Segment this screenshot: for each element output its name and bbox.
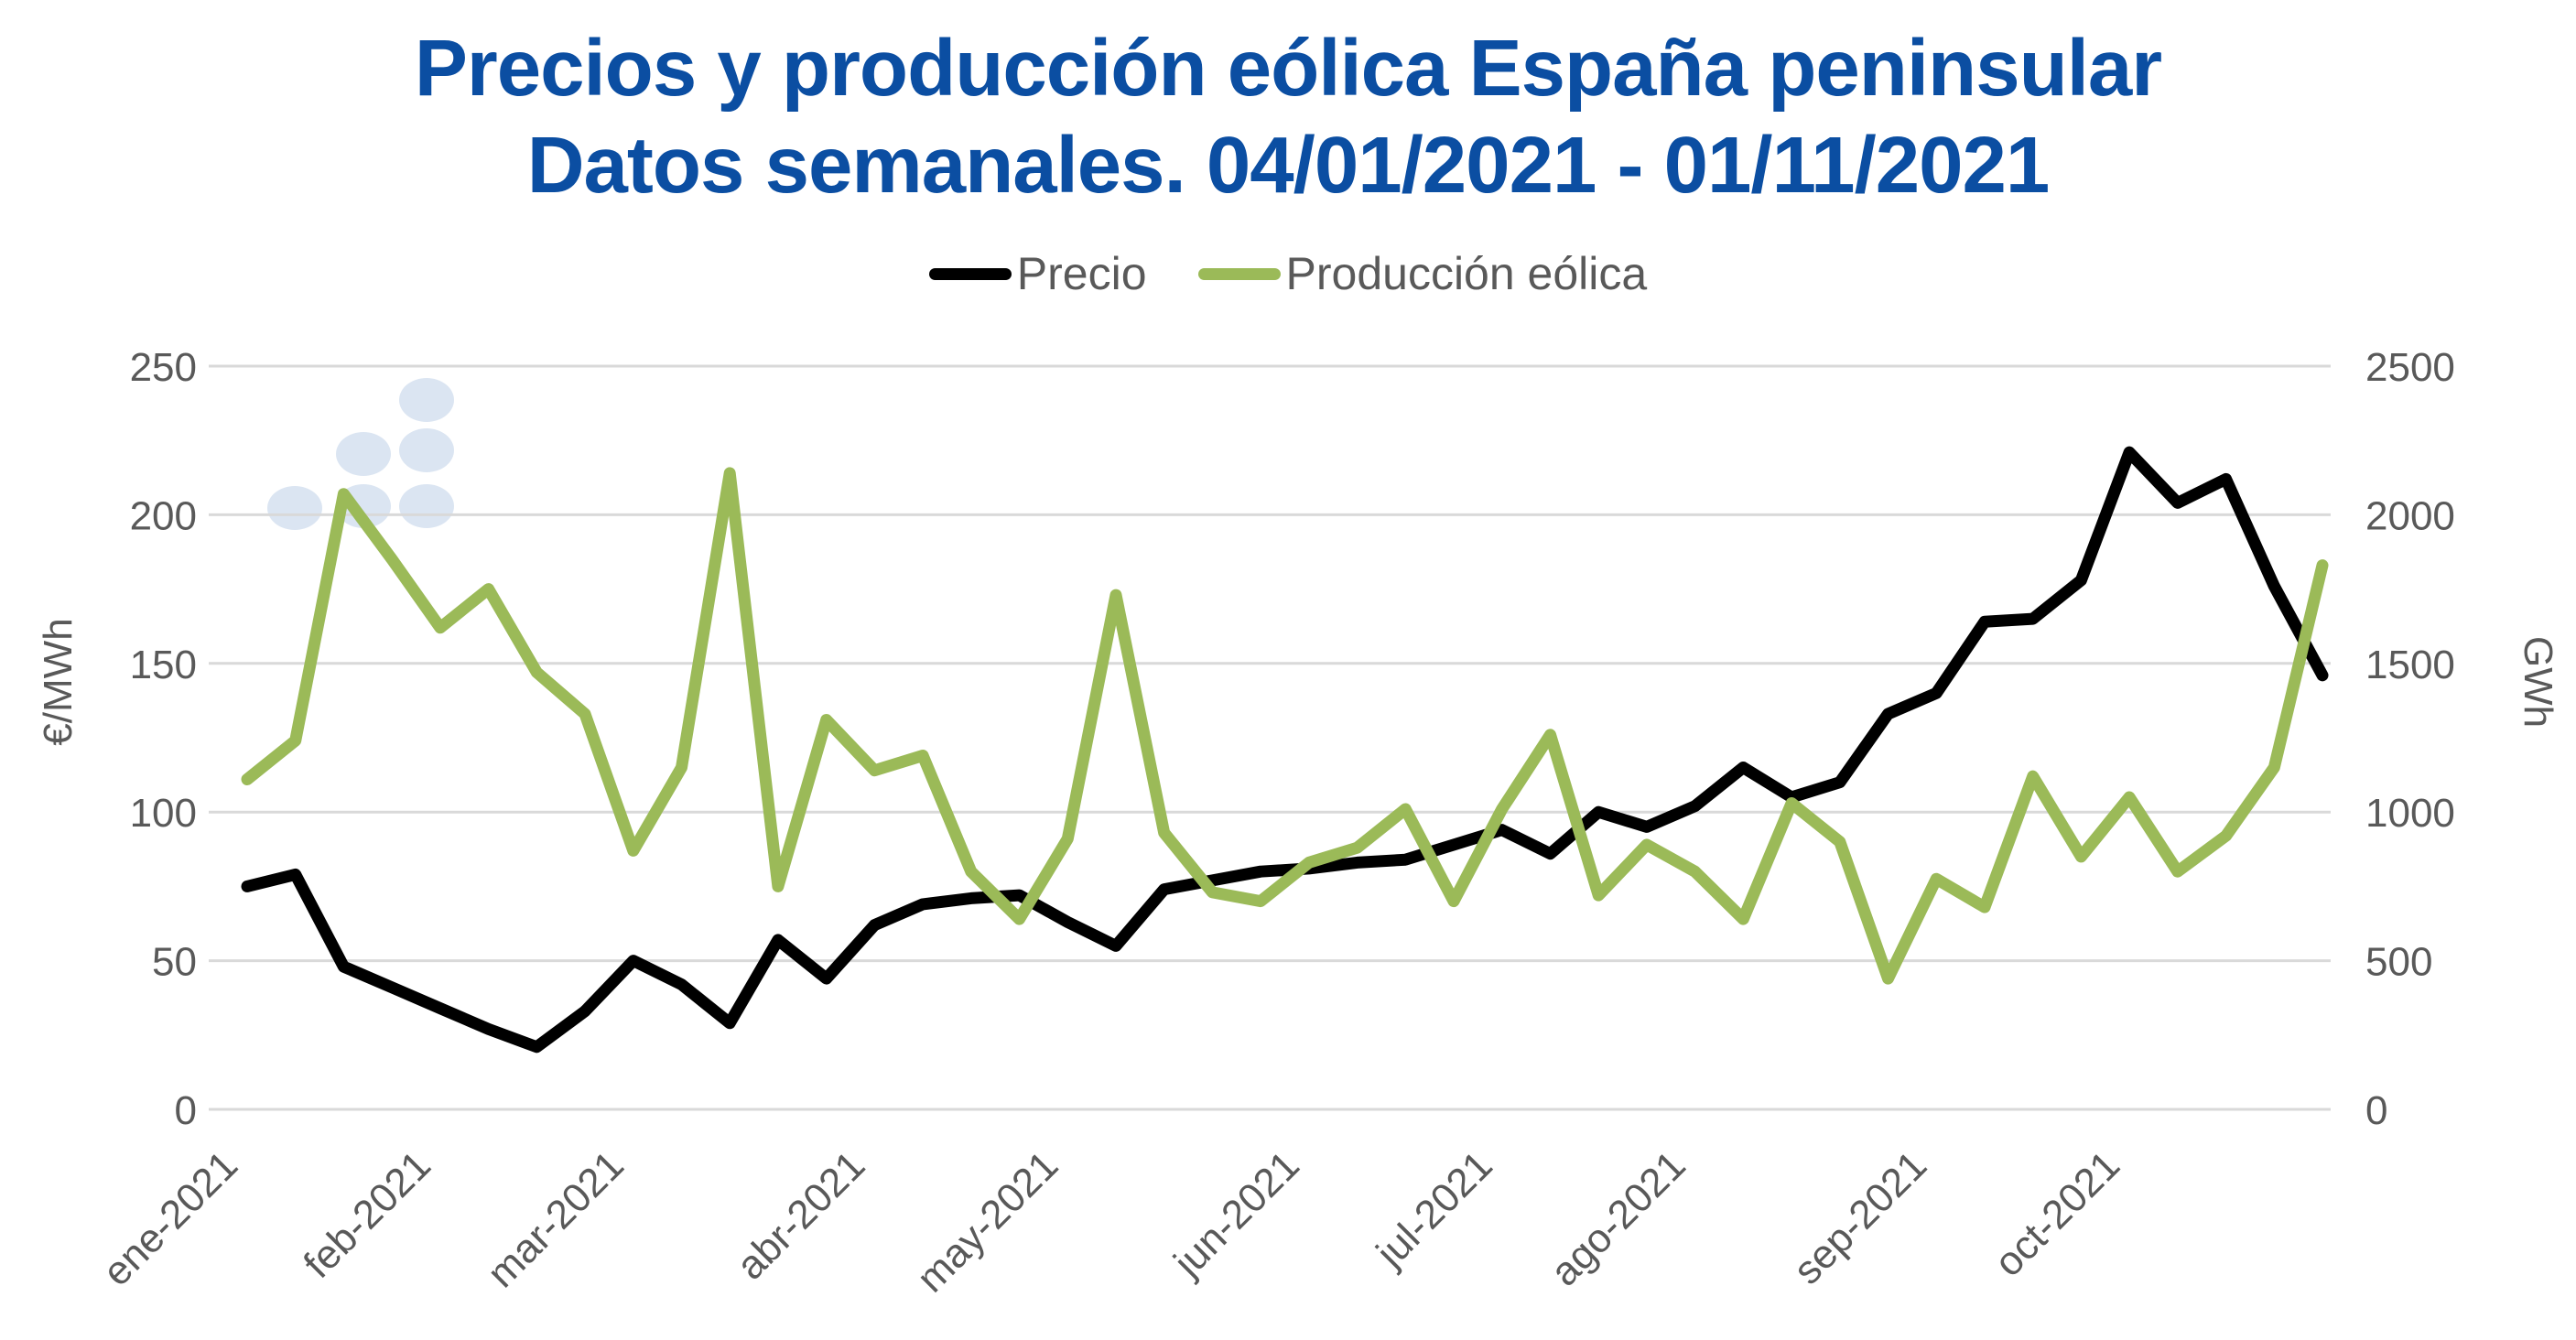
- x-axis-tick-abr-2021: abr-2021: [728, 1142, 873, 1288]
- right-axis-tick-1000: 1000: [2365, 791, 2455, 836]
- logo-watermark-dot-icon: [267, 486, 322, 530]
- right-axis-tick-1500: 1500: [2365, 643, 2455, 687]
- eolica-legend-dash-icon: [1197, 267, 1281, 280]
- precio-line: [241, 446, 2329, 1054]
- right-axis-tick-0: 0: [2365, 1088, 2387, 1133]
- chart-subtitle: Datos semanales. 04/01/2021 - 01/11/2021: [526, 121, 2051, 211]
- left-axis-tick-200: 200: [130, 493, 197, 538]
- left-axis-tick-0: 0: [175, 1088, 197, 1133]
- right-axis-tick-500: 500: [2365, 940, 2432, 985]
- x-axis-tick-sep-2021: sep-2021: [1785, 1142, 1935, 1292]
- x-axis-tick-ene-2021: ene-2021: [94, 1142, 246, 1294]
- logo-watermark-dot-icon: [336, 432, 391, 476]
- produccion-eolica-line: [241, 467, 2329, 985]
- left-axis-tick-50: 50: [152, 940, 197, 985]
- logo-watermark-dot-icon: [399, 378, 454, 422]
- legend-item-eolica: Producción eólica: [1197, 247, 1648, 300]
- right-axis-tick-2000: 2000: [2365, 493, 2455, 538]
- x-axis-tick-may-2021: may-2021: [908, 1142, 1066, 1301]
- chart-title: Precios y producción eólica España penin…: [414, 24, 2162, 113]
- legend: Precio Producción eólica: [0, 247, 2576, 300]
- left-axis-title: €/MWh: [36, 618, 81, 745]
- legend-item-precio: Precio: [928, 247, 1147, 300]
- x-axis-tick-feb-2021: feb-2021: [295, 1142, 438, 1286]
- chart-header: Precios y producción eólica España penin…: [0, 20, 2576, 214]
- left-axis-tick-100: 100: [130, 791, 197, 836]
- legend-label-eolica: Producción eólica: [1285, 248, 1648, 299]
- legend-label-precio: Precio: [1016, 248, 1147, 299]
- x-axis-tick-ago-2021: ago-2021: [1542, 1142, 1694, 1294]
- x-axis-tick-jun-2021: jun-2021: [1164, 1142, 1308, 1286]
- right-axis-title: GWh: [2516, 636, 2560, 728]
- left-axis-tick-250: 250: [130, 345, 197, 390]
- x-axis-tick-mar-2021: mar-2021: [479, 1142, 633, 1296]
- left-axis-tick-150: 150: [130, 643, 197, 687]
- right-axis-tick-2500: 2500: [2365, 345, 2455, 390]
- logo-watermark-dot-icon: [399, 428, 454, 472]
- x-axis-tick-oct-2021: oct-2021: [1986, 1142, 2128, 1285]
- precio-legend-dash-icon: [928, 267, 1012, 280]
- x-axis-tick-jul-2021: jul-2021: [1367, 1142, 1501, 1277]
- logo-watermark-dot-icon: [399, 484, 454, 528]
